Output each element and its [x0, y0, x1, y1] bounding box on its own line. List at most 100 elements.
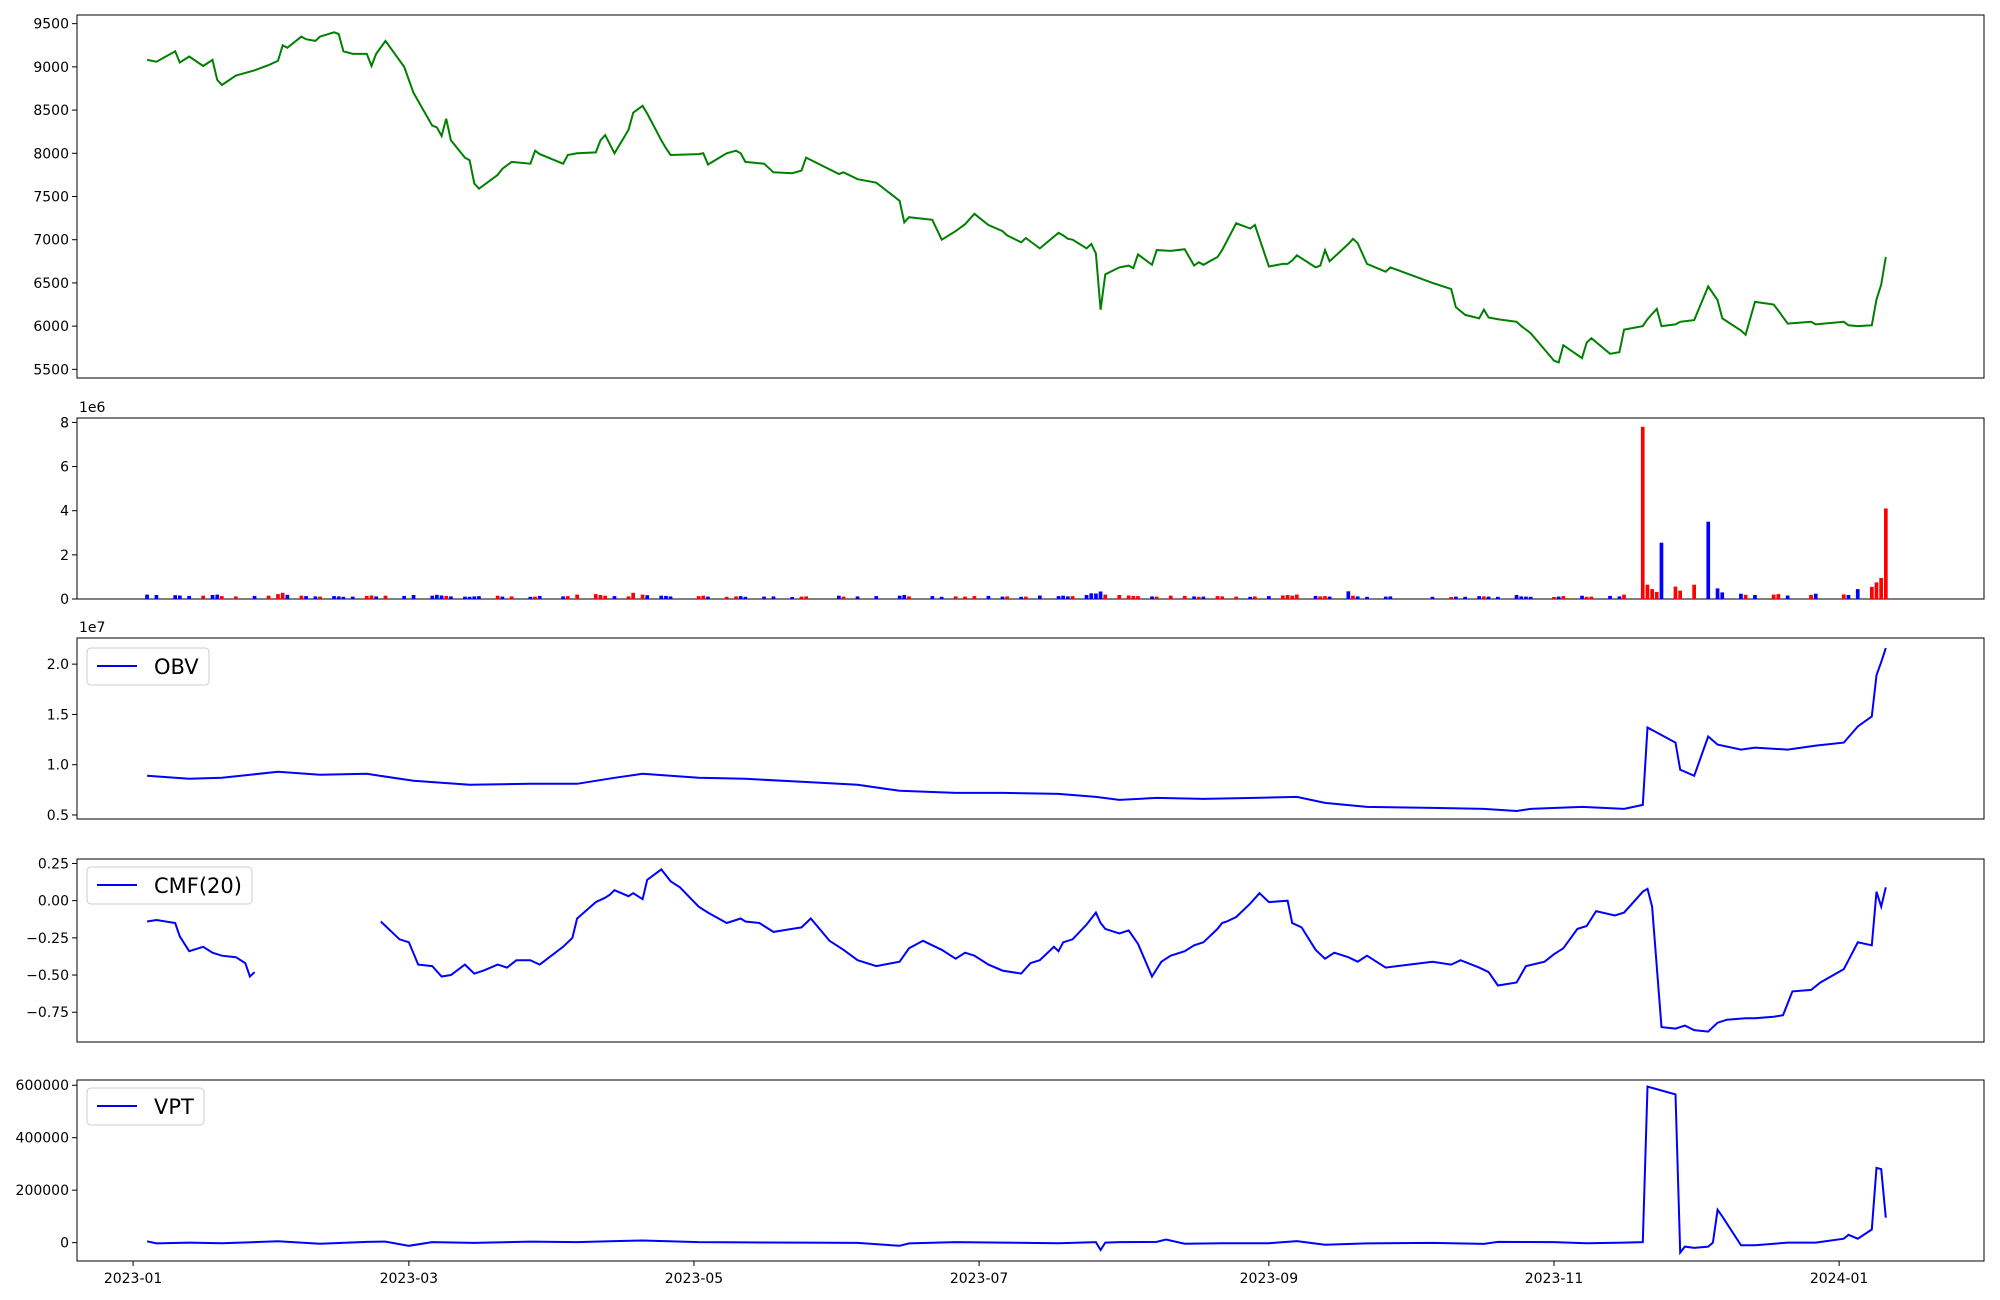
cmf-legend-label: CMF(20) [154, 874, 242, 898]
volume-bar [1019, 596, 1023, 599]
volume-bar [463, 596, 467, 599]
volume-bar [1248, 596, 1252, 599]
volume-bar [477, 596, 481, 599]
volume-bar [1234, 596, 1238, 599]
y-tick-label: 6000 [33, 319, 69, 335]
volume-bar [1056, 596, 1061, 599]
price-y-axis: 5500 6000 6500 7000 7500 8000 8500 9000 9500 [33, 17, 77, 378]
volume-bar [972, 596, 977, 599]
volume-bar [1089, 593, 1094, 599]
volume-bar [1809, 594, 1813, 599]
volume-bar [855, 596, 860, 599]
volume-bar [1454, 596, 1458, 599]
x-tick-label: 2023-01 [104, 1271, 163, 1287]
volume-bar [1084, 595, 1089, 599]
volume-bar [495, 595, 500, 599]
volume-bar [626, 596, 631, 599]
y-tick-label: 0 [60, 592, 69, 608]
obv-panel: 1e7 0.5 1.0 1.5 2.0 OBV [47, 620, 1985, 824]
volume-bar [575, 594, 579, 599]
volume-bar [1720, 592, 1725, 599]
volume-bar [1678, 590, 1682, 599]
vpt-legend-label: VPT [154, 1095, 194, 1119]
volume-bar [1608, 595, 1612, 599]
cmf-line [146, 868, 1887, 1033]
volume-bar [1351, 595, 1355, 599]
volume-bar [953, 596, 958, 599]
volume-bar [1640, 426, 1645, 599]
obv-multiplier-label: 1e7 [79, 620, 105, 636]
volume-bar [1477, 596, 1481, 599]
y-tick-label: 200000 [16, 1183, 69, 1199]
vpt-legend: VPT [86, 1087, 205, 1126]
volume-bar [1290, 595, 1295, 599]
volume-bar [804, 596, 808, 599]
obv-legend: OBV [86, 647, 210, 686]
volume-bar [435, 594, 439, 599]
y-tick-label: 9000 [33, 60, 69, 76]
volume-bar [444, 595, 449, 599]
volume-bar [1617, 596, 1622, 599]
volume-bar [1061, 595, 1065, 599]
volume-bar [472, 596, 477, 599]
volume-bar [659, 595, 664, 599]
volume-bar [734, 596, 738, 599]
obv-line [147, 647, 1887, 813]
volume-bar [565, 596, 570, 599]
price-line [146, 31, 1887, 364]
volume-bar [1430, 596, 1435, 599]
volume-bar [612, 596, 617, 599]
volume-bar [215, 594, 220, 599]
volume-bar [1771, 594, 1776, 599]
volume-bar [1841, 594, 1846, 599]
volume-bar [897, 595, 902, 599]
volume-bar [1024, 596, 1028, 599]
volume-bar [299, 595, 304, 599]
volume-bar [411, 595, 416, 599]
volume-bar [1150, 596, 1154, 599]
volume-bar [1070, 596, 1075, 599]
volume-bar [837, 595, 841, 599]
volume-bar [1168, 595, 1173, 599]
vpt-legend-box [86, 1087, 205, 1126]
volume-bar [1463, 596, 1467, 599]
volume-bar [1000, 596, 1005, 599]
y-tick-label: 8000 [33, 146, 69, 162]
volume-bar [280, 592, 285, 599]
volume-bar [1005, 596, 1009, 599]
y-tick-label: 0.5 [47, 808, 69, 824]
volume-bar [1313, 595, 1318, 599]
vpt-y-axis: 0 200000 400000 600000 [16, 1078, 77, 1252]
volume-bar [762, 596, 766, 599]
volume-bar [364, 595, 369, 599]
volume-bar [771, 596, 776, 599]
volume-bar [467, 596, 472, 599]
volume-bar [210, 595, 215, 599]
y-tick-label: 0.00 [38, 894, 69, 910]
volume-bar [1192, 596, 1196, 599]
volume-bar [724, 596, 729, 599]
volume-bar [1482, 596, 1486, 599]
volume-bar [1103, 594, 1108, 599]
volume-bar [1323, 596, 1327, 599]
y-tick-label: 0 [60, 1236, 69, 1252]
y-tick-label: 8 [60, 415, 69, 431]
x-tick-label: 2023-03 [380, 1271, 439, 1287]
volume-bar [1253, 596, 1257, 599]
volume-bar [528, 596, 533, 599]
volume-bar [336, 596, 341, 599]
volume-bar [1622, 594, 1626, 599]
volume-panel: 1e6 0 2 4 6 8 [60, 400, 1985, 608]
volume-bar [1295, 594, 1299, 599]
volume-bar [1846, 595, 1851, 599]
volume-bar [341, 596, 346, 599]
volume-bar [1659, 542, 1664, 599]
y-tick-label: −0.25 [26, 931, 69, 947]
volume-bar [561, 596, 565, 599]
vpt-plot-area [76, 1079, 1985, 1262]
y-tick-label: 7500 [33, 190, 69, 206]
y-tick-label: 600000 [16, 1078, 69, 1094]
volume-bar [201, 595, 205, 599]
y-tick-label: 2 [60, 548, 69, 564]
volume-bar [313, 596, 318, 599]
